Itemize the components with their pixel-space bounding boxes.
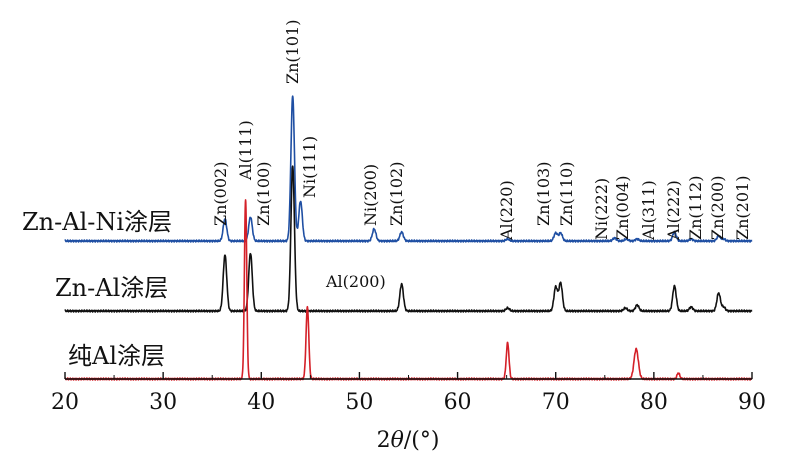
x-tick-label: 90 (738, 390, 766, 415)
peak-label: Zn(110) (557, 162, 576, 226)
peak-label: Ni(111) (300, 136, 319, 198)
peak-label: Ni(222) (592, 178, 611, 240)
x-tick-label: 80 (640, 390, 668, 415)
x-tick-label: 60 (444, 390, 472, 415)
series-line-0 (64, 95, 753, 243)
series-name-label: Zn-Al涂层 (55, 274, 168, 302)
x-tick-label: 50 (345, 390, 373, 415)
peak-label: Zn(200) (708, 176, 727, 240)
x-tick-label: 20 (51, 390, 79, 415)
peak-label-horizontal: Al(200) (325, 272, 386, 291)
series-name-label: Zn-Al-Ni涂层 (22, 208, 172, 236)
peak-label: Zn(112) (686, 176, 705, 240)
x-ticks: 20 30 40 50 60 70 80 90 (51, 372, 766, 415)
peak-labels: Zn(002) Al(111)Zn(100) Zn(101) Ni(111) Ni(20… (211, 20, 752, 291)
x-tick-label: 30 (149, 390, 177, 415)
peak-label: Al(220) (497, 180, 516, 241)
x-axis-title: 2θ/(°) (377, 428, 440, 453)
x-tick-label: 40 (247, 390, 275, 415)
peak-label: Zn(002) (211, 162, 230, 226)
series-line-1 (64, 165, 753, 313)
peak-label: Zn(004) (613, 176, 632, 240)
peak-label: Al(222) (664, 180, 683, 241)
peak-label: Zn(103) (534, 162, 553, 226)
peak-label: Al(311) (639, 180, 658, 241)
peak-label: Zn(102) (387, 162, 406, 226)
peak-label: Ni(200) (361, 164, 380, 226)
series-name-label: 纯Al涂层 (68, 342, 165, 370)
x-tick-label: 70 (542, 390, 570, 415)
peak-label: Zn(201) (733, 176, 752, 240)
peak-label: Al(111) (236, 120, 255, 181)
peak-label: Zn(101) (283, 20, 302, 84)
peak-label: Zn(100) (254, 162, 273, 226)
